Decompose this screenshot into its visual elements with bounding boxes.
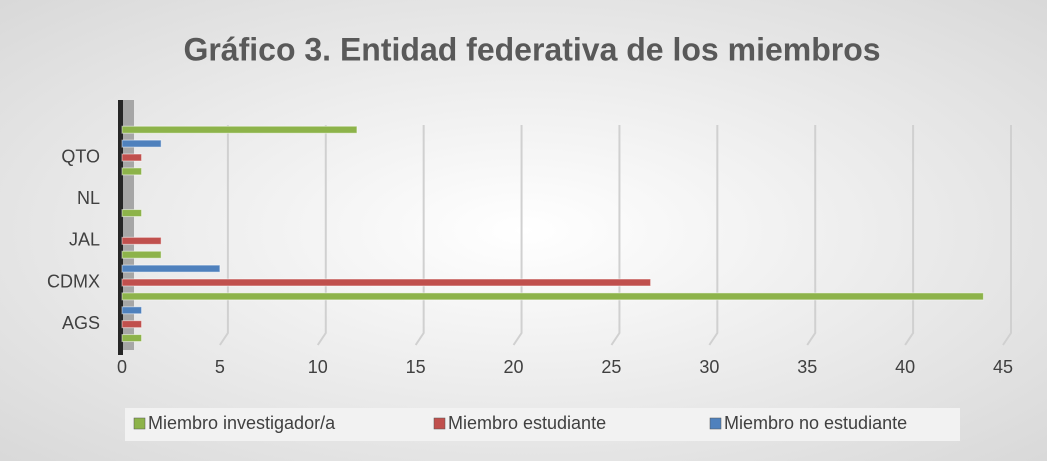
x-tick-label: 5 <box>215 357 225 377</box>
y-tick-label: JAL <box>69 230 100 250</box>
y-tick-label: NL <box>77 188 100 208</box>
legend-label: Miembro no estudiante <box>724 413 907 433</box>
x-tick-label: 25 <box>601 357 621 377</box>
legend-box <box>125 408 960 441</box>
y-tick-label: AGS <box>62 313 100 333</box>
x-tick-label: 35 <box>797 357 817 377</box>
bar <box>121 306 143 315</box>
x-tick-label: 0 <box>117 357 127 377</box>
x-tick-label: 40 <box>895 357 915 377</box>
grid-line <box>512 125 523 346</box>
grid-line <box>806 125 817 346</box>
x-tick-label: 30 <box>699 357 719 377</box>
bar <box>121 320 143 329</box>
bar <box>121 334 143 343</box>
bar <box>121 209 143 218</box>
y-tick-label: CDMX <box>47 271 100 291</box>
x-tick-label: 10 <box>308 357 328 377</box>
grid-line <box>219 125 229 346</box>
bar <box>121 139 162 148</box>
axis-line <box>118 100 123 355</box>
x-tick-label: 20 <box>504 357 524 377</box>
grid-line <box>904 125 915 346</box>
bar <box>121 264 221 273</box>
bar <box>121 167 143 176</box>
chart-title: Gráfico 3. Entidad federativa de los mie… <box>183 31 880 67</box>
bar <box>121 236 162 245</box>
x-tick-label: 45 <box>993 357 1013 377</box>
grid-line <box>316 125 327 346</box>
legend-swatch <box>133 417 146 430</box>
y-tick-label: QTO <box>61 146 100 166</box>
legend-swatch <box>709 417 722 430</box>
bar <box>121 292 984 301</box>
bar <box>121 278 652 287</box>
bar <box>121 125 358 134</box>
grid-line <box>708 125 719 346</box>
legend-label: Miembro estudiante <box>448 413 606 433</box>
bar <box>121 250 162 259</box>
grid-line <box>1002 125 1012 346</box>
bar <box>121 153 143 162</box>
legend-swatch <box>433 417 446 430</box>
x-tick-label: 15 <box>406 357 426 377</box>
grid-line <box>414 125 425 346</box>
legend-label: Miembro investigador/a <box>148 413 336 433</box>
grid-line <box>610 125 621 346</box>
axis-wall <box>122 100 134 350</box>
